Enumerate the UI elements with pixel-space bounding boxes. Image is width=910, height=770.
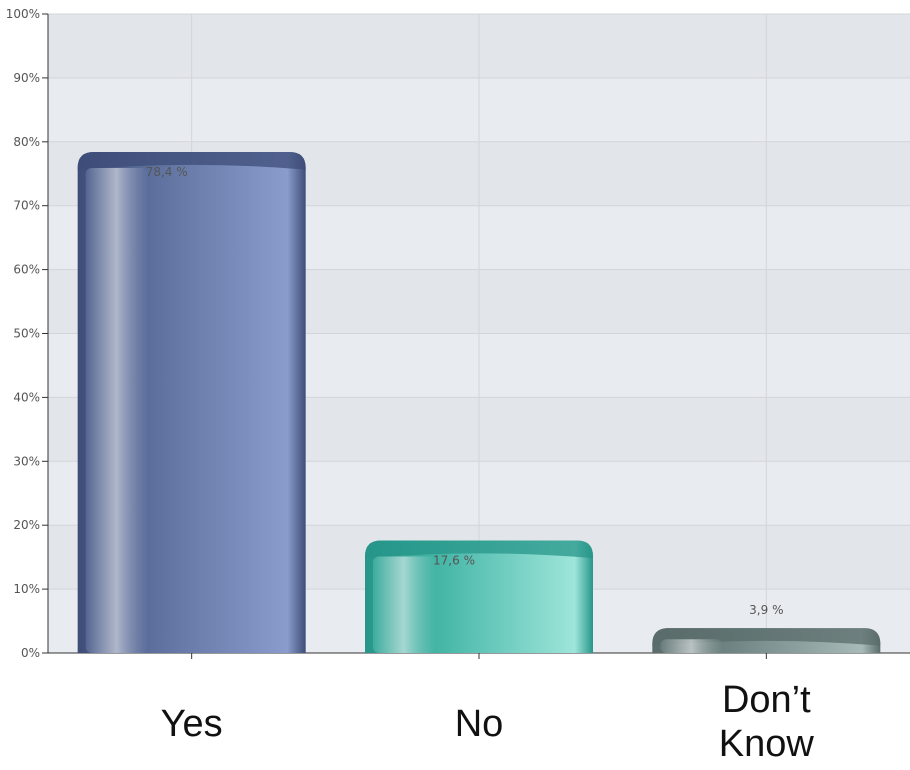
bar-cap [77, 152, 306, 170]
y-tick-label: 30% [13, 454, 40, 468]
x-tick-label: No [455, 703, 504, 745]
y-tick-label: 50% [13, 327, 40, 341]
y-tick-label: 60% [13, 263, 40, 277]
x-tick-label: Don’t Know [719, 679, 815, 765]
y-tick-label: 90% [13, 71, 40, 85]
y-tick-label: 100% [6, 7, 40, 21]
y-tick-label: 40% [13, 390, 40, 404]
bar-don-t-know [652, 628, 881, 653]
bar-cap [365, 540, 593, 559]
y-tick-label: 0% [21, 646, 40, 660]
bar-highlight [660, 639, 723, 653]
y-tick-label: 10% [13, 582, 40, 596]
bar-highlight [373, 556, 435, 653]
data-label: 3,9 % [749, 603, 783, 617]
labels: 0% 10% 20% 30% 40% 50% 60% 70% 80% 90% 100% 78,4 % Y… [6, 7, 815, 765]
bar-no [365, 540, 593, 653]
data-label: 17,6 % [433, 554, 475, 568]
bars [77, 152, 881, 654]
bar-highlight [85, 168, 148, 654]
y-tick-label: 70% [13, 199, 40, 213]
x-tick-label: Yes [161, 703, 223, 745]
y-tick-label: 20% [13, 518, 40, 532]
bar-yes [77, 152, 306, 654]
data-label: 78,4 % [146, 165, 188, 179]
y-tick-label: 80% [13, 135, 40, 149]
